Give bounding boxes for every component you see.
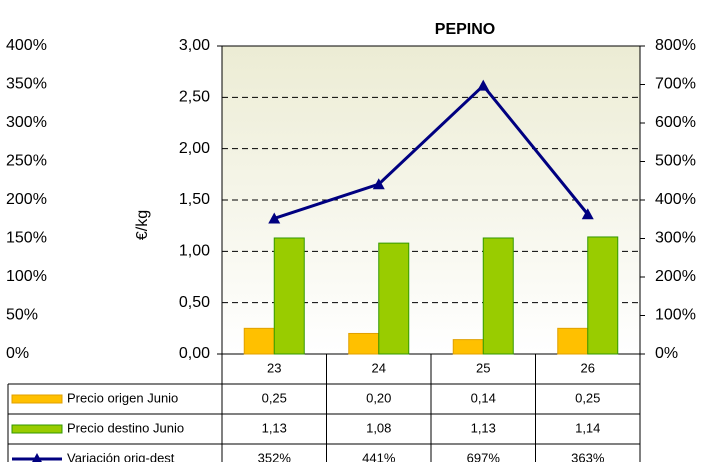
y3-tick-label: 250% [6, 153, 47, 170]
y2-tick-label: 0% [655, 345, 678, 362]
table-value: 0,25 [262, 390, 287, 405]
bar [348, 332, 380, 355]
chart-title: PEPINO [435, 21, 495, 38]
y-tick-label: 3,00 [179, 37, 210, 54]
table-value: 697% [467, 450, 501, 462]
y3-tick-label: 350% [6, 76, 47, 93]
table-value: 1,08 [366, 420, 391, 435]
bar [587, 236, 619, 355]
legend-label: Precio origen Junio [67, 390, 178, 405]
y2-tick-label: 500% [655, 153, 696, 170]
table-value: 1,13 [471, 420, 496, 435]
y2-tick-label: 400% [655, 191, 696, 208]
bar [557, 327, 589, 355]
x-tick-label: 24 [372, 360, 386, 375]
marker [477, 79, 490, 91]
y2-tick-label: 200% [655, 268, 696, 285]
y2-tick-label: 100% [655, 307, 696, 324]
x-tick-label: 26 [581, 360, 595, 375]
y-tick-label: 2,50 [179, 89, 210, 106]
x-tick-label: 23 [267, 360, 281, 375]
table-value: 352% [258, 450, 292, 462]
bar [243, 327, 275, 355]
legend-marker [32, 453, 42, 462]
y-tick-label: 1,50 [179, 191, 210, 208]
marker [372, 178, 385, 190]
bar [273, 237, 305, 355]
x-tick-label: 25 [476, 360, 490, 375]
legend-swatch [11, 424, 63, 434]
table-value: 0,14 [471, 390, 496, 405]
table-value: 441% [362, 450, 396, 462]
y3-tick-label: 300% [6, 114, 47, 131]
y3-tick-label: 100% [6, 268, 47, 285]
y-tick-label: 0,00 [179, 345, 210, 362]
y3-tick-label: 150% [6, 230, 47, 247]
legend-label: Variación orig-dest [67, 450, 175, 462]
table-value: 363% [571, 450, 605, 462]
y3-tick-label: 0% [6, 345, 29, 362]
legend-swatch [11, 394, 63, 404]
bar [482, 237, 514, 355]
marker [268, 212, 281, 224]
table-value: 1,14 [575, 420, 600, 435]
y2-tick-label: 800% [655, 37, 696, 54]
marker [581, 208, 594, 220]
y3-tick-label: 200% [6, 191, 47, 208]
y-tick-label: 1,00 [179, 243, 210, 260]
y3-tick-label: 400% [6, 37, 47, 54]
y-tick-label: 2,00 [179, 140, 210, 157]
y3-tick-label: 50% [6, 307, 38, 324]
y2-tick-label: 600% [655, 114, 696, 131]
y2-tick-label: 700% [655, 76, 696, 93]
bar [452, 339, 484, 355]
table-value: 0,20 [366, 390, 391, 405]
table-value: 0,25 [575, 390, 600, 405]
y-axis-label: €/kg [134, 210, 151, 240]
line [273, 83, 589, 220]
bar [378, 242, 410, 355]
legend-label: Precio destino Junio [67, 420, 184, 435]
y-tick-label: 0,50 [179, 294, 210, 311]
table-value: 1,13 [262, 420, 287, 435]
y2-tick-label: 300% [655, 230, 696, 247]
